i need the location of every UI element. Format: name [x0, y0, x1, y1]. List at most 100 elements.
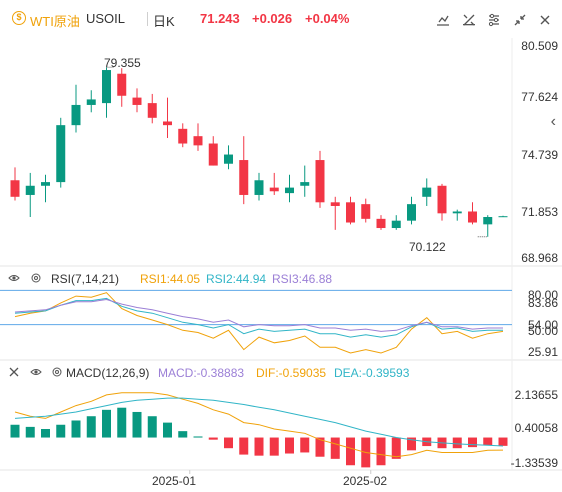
candle-body	[346, 202, 355, 223]
dif-line	[14, 392, 504, 458]
indicator-icon[interactable]	[461, 12, 477, 28]
candle-body	[224, 154, 233, 164]
candle-body	[10, 180, 20, 197]
settings-icon[interactable]	[51, 366, 63, 378]
rsi3-value: RSI3:46.88	[272, 272, 333, 286]
macd-bar	[102, 409, 111, 438]
candle-body	[498, 216, 508, 218]
macd-bar	[224, 437, 233, 449]
price-axis-label: 77.624	[521, 90, 558, 104]
macd-axis-label: 0.40058	[514, 421, 558, 435]
candle-body	[163, 121, 172, 126]
rsi-header: RSI(7,14,21) RSI1:44.05 RSI2:44.94 RSI3:…	[0, 270, 562, 286]
candle-body	[254, 180, 264, 195]
candle-body	[132, 97, 142, 105]
macd-header: MACD(12,26,9) MACD:-0.38883 DIF:-0.59035…	[0, 364, 562, 380]
chevron-left-icon[interactable]: ‹	[550, 113, 556, 130]
macd-bar	[452, 437, 462, 449]
candle-body	[71, 104, 81, 126]
candle-body	[178, 128, 188, 144]
candle-body	[208, 143, 218, 166]
macd-bar	[376, 437, 386, 466]
candle-body	[193, 136, 203, 146]
dea-value: DEA:-0.39593	[334, 366, 410, 380]
macd-bar	[41, 429, 50, 438]
candle-body	[285, 187, 294, 194]
price-change-pct: +0.04%	[305, 11, 350, 26]
close-icon[interactable]	[8, 366, 20, 378]
price-axis-label: 71.853	[521, 205, 558, 219]
candle-body	[315, 160, 325, 203]
macd-bar	[300, 437, 310, 453]
rsi-axis-label: 83.86	[527, 296, 558, 310]
time-axis-label: 2025-02	[343, 474, 388, 488]
last-price: 71.243	[200, 11, 240, 26]
candle-body	[483, 216, 493, 225]
rsi-axis-label: 50.00	[527, 324, 558, 338]
macd-bar	[315, 437, 325, 457]
dif-value: DIF:-0.59035	[256, 366, 327, 380]
macd-bar	[56, 424, 66, 438]
candle-body	[468, 211, 477, 223]
period-selector[interactable]: 日K	[153, 14, 175, 29]
price-axis-label: 74.739	[521, 148, 558, 162]
macd-bar	[193, 436, 203, 438]
macd-value: MACD:-0.38883	[158, 366, 245, 380]
macd-bar	[269, 437, 279, 456]
candle-body	[147, 103, 157, 118]
settings-icon[interactable]	[30, 272, 42, 284]
candle-body	[300, 182, 310, 186]
close-icon[interactable]	[537, 12, 553, 28]
candle-body	[422, 187, 432, 197]
macd-bar	[71, 420, 81, 438]
macd-bar	[163, 422, 172, 438]
candle-body	[330, 202, 340, 206]
rsi-axis-label: 25.91	[527, 345, 558, 359]
macd-bar	[407, 437, 416, 451]
dollar-icon: $	[12, 11, 26, 25]
candle-body	[391, 220, 401, 229]
macd-bar	[254, 437, 264, 456]
macd-bar	[498, 437, 508, 446]
macd-bar	[132, 411, 142, 438]
rsi2-line	[14, 297, 503, 338]
macd-bar	[208, 437, 218, 440]
rsi-axis-label: 54.00	[527, 318, 558, 332]
candle-body	[239, 160, 249, 195]
rsi3-line	[14, 298, 503, 332]
price-axis-label: 80.509	[521, 39, 558, 53]
rsi2-value: RSI2:44.94	[206, 272, 267, 286]
settings-icon[interactable]	[486, 12, 502, 28]
rsi1-value: RSI1:44.05	[140, 272, 201, 286]
eye-icon[interactable]	[8, 272, 20, 284]
chart-header: $ WTI原油 USOIL 日K 71.243 +0.026 +0.04%	[0, 0, 562, 38]
rsi1-line	[14, 292, 504, 354]
macd-bar	[147, 416, 157, 438]
candle-body	[361, 204, 371, 219]
time-axis-label: 2025-01	[152, 474, 197, 488]
macd-bar	[178, 431, 188, 438]
collapse-icon[interactable]	[512, 12, 528, 28]
candle-body	[269, 187, 279, 192]
candle-body	[117, 73, 127, 96]
macd-bar	[117, 407, 127, 438]
candle-body	[452, 211, 462, 214]
symbol-name[interactable]: WTI原油	[30, 14, 80, 29]
candle-body	[407, 204, 416, 221]
candle-body	[41, 182, 50, 186]
candle-body	[25, 185, 35, 195]
candle-body	[102, 70, 111, 104]
macd-bar	[86, 416, 96, 438]
candle-body	[437, 185, 447, 214]
header-divider	[147, 12, 148, 26]
candle-body	[86, 99, 96, 105]
rsi-axis-label: 80.00	[527, 288, 558, 302]
eye-icon[interactable]	[30, 366, 42, 378]
draw-icon[interactable]	[435, 12, 451, 28]
macd-bar	[468, 437, 477, 448]
macd-bar	[483, 437, 493, 445]
macd-bar	[10, 424, 20, 438]
macd-axis-label: 2.13655	[514, 388, 558, 402]
symbol-code[interactable]: USOIL	[86, 11, 126, 26]
